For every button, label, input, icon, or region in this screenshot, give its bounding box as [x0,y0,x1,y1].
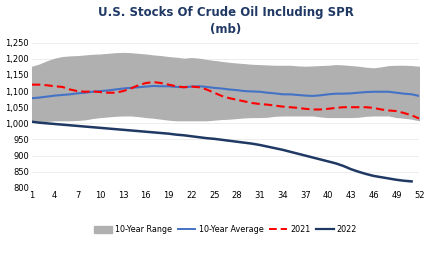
Title: U.S. Stocks Of Crude Oil Including SPR
(mb): U.S. Stocks Of Crude Oil Including SPR (… [98,6,353,36]
Legend: 10-Year Range, 10-Year Average, 2021, 2022: 10-Year Range, 10-Year Average, 2021, 20… [91,222,360,237]
